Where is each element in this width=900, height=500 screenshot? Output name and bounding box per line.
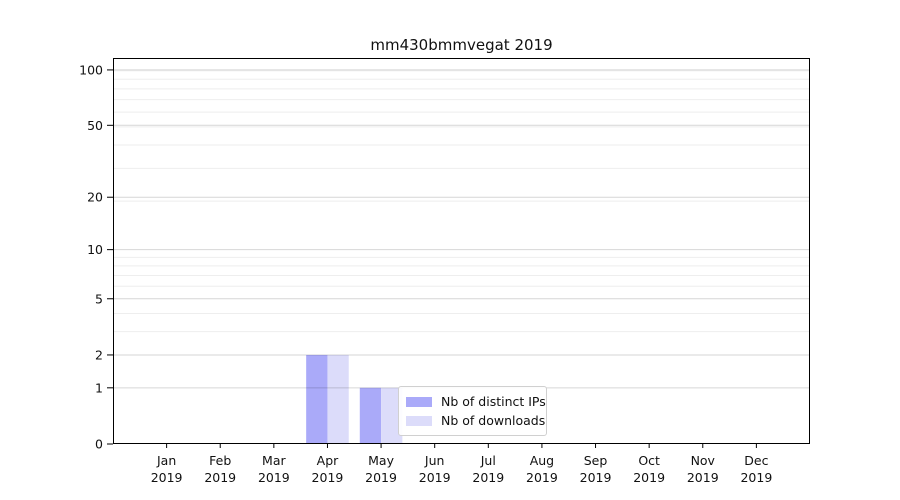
x-tick-year-nov: 2019: [687, 470, 719, 485]
x-tick-label-may: May: [368, 453, 394, 468]
x-tick-year-jul: 2019: [472, 470, 504, 485]
tick-labels-group: 0 1 2 5 10 20 50 100 Jan 2019 Feb 2019 Mar 2019 Apr 201…: [79, 62, 772, 485]
major-gridlines-group: [113, 69, 810, 389]
axes-frame: [113, 58, 810, 444]
x-tick-label-jun: Jun: [424, 453, 445, 468]
chart-title: mm430bmmvegat 2019: [370, 36, 553, 54]
x-tick-year-jan: 2019: [151, 470, 183, 485]
y-tick-label-50: 50: [87, 118, 103, 133]
minor-gridlines-group: [113, 70, 810, 333]
y-tick-label-100: 100: [79, 62, 103, 77]
x-tick-label-mar: Mar: [262, 453, 286, 468]
x-tick-year-sep: 2019: [580, 470, 612, 485]
x-tick-year-may: 2019: [365, 470, 397, 485]
x-tick-year-mar: 2019: [258, 470, 290, 485]
x-tick-label-jul: Jul: [480, 453, 496, 468]
x-tick-label-sep: Sep: [584, 453, 608, 468]
legend-label-downloads: Nb of downloads: [441, 413, 546, 428]
x-tick-label-oct: Oct: [638, 453, 660, 468]
legend: Nb of distinct IPs Nb of downloads: [398, 386, 547, 436]
x-tick-year-dec: 2019: [740, 470, 772, 485]
x-tick-label-apr: Apr: [317, 453, 339, 468]
axes-frame-group: [113, 58, 810, 444]
legend-item-downloads: Nb of downloads: [406, 412, 545, 429]
x-tick-year-jun: 2019: [419, 470, 451, 485]
legend-swatch-distinct-ips: [406, 396, 432, 407]
x-tick-label-feb: Feb: [209, 453, 231, 468]
x-tick-label-dec: Dec: [744, 453, 768, 468]
y-tick-label-1: 1: [95, 380, 103, 395]
bar-may-nb-of-distinct-ips: [359, 387, 382, 444]
legend-item-distinct-ips: Nb of distinct IPs: [406, 393, 546, 410]
bar-apr-nb-of-distinct-ips: [306, 354, 328, 444]
x-tick-label-aug: Aug: [530, 453, 554, 468]
x-tick-year-apr: 2019: [312, 470, 344, 485]
x-tick-year-oct: 2019: [633, 470, 665, 485]
tick-marks-group: [107, 69, 757, 448]
bars-group: [306, 354, 403, 444]
bar-may-nb-of-downloads: [381, 387, 403, 444]
x-tick-label-nov: Nov: [691, 453, 716, 468]
legend-swatch-downloads: [406, 415, 432, 426]
bar-apr-nb-of-downloads: [327, 354, 349, 444]
legend-label-distinct-ips: Nb of distinct IPs: [441, 394, 546, 409]
x-tick-year-aug: 2019: [526, 470, 558, 485]
x-tick-label-jan: Jan: [156, 453, 176, 468]
y-tick-label-5: 5: [95, 291, 103, 306]
y-tick-label-0: 0: [95, 437, 103, 452]
y-tick-label-20: 20: [87, 190, 103, 205]
x-tick-year-feb: 2019: [204, 470, 236, 485]
y-tick-label-2: 2: [95, 347, 103, 362]
y-tick-label-10: 10: [87, 242, 103, 257]
